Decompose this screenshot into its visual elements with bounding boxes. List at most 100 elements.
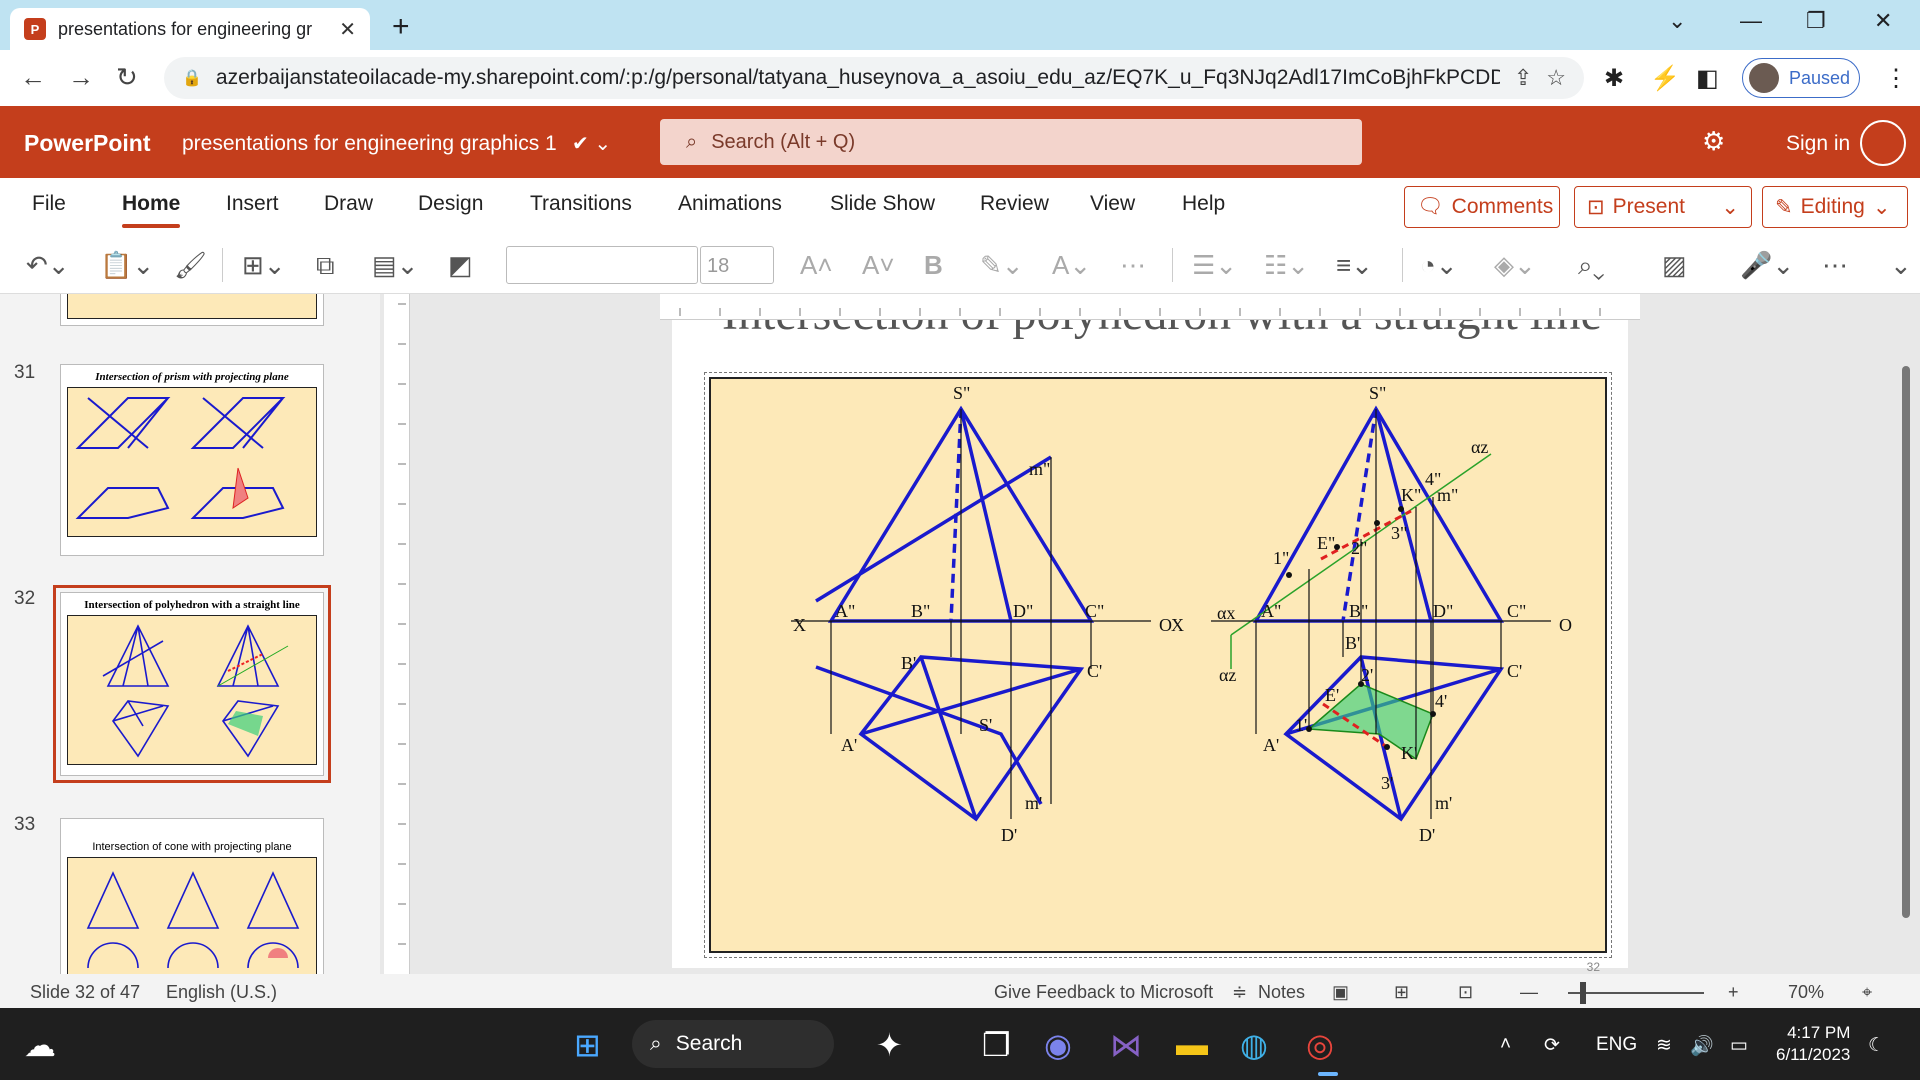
tab-animations[interactable]: Animations [678, 192, 782, 215]
forward-icon[interactable]: → [68, 62, 94, 92]
increase-font-icon[interactable]: A˄ [800, 250, 833, 280]
layout-icon[interactable]: ▤⌄ [372, 250, 419, 280]
share-icon[interactable]: ⇪ [1513, 65, 1533, 90]
edge-icon[interactable]: ◍ [1240, 1027, 1268, 1063]
side-panel-icon[interactable]: ◧ [1696, 65, 1719, 92]
back-icon[interactable]: ← [20, 62, 46, 92]
sync-icon[interactable]: ⟳ [1544, 1035, 1560, 1056]
weather-icon[interactable]: ☁ [24, 1027, 56, 1063]
volume-icon[interactable]: 🔊 [1690, 1036, 1714, 1057]
thumbnail-33[interactable]: Intersection of cone with projecting pla… [60, 818, 324, 974]
find-icon[interactable]: ⌕⌄ [1578, 250, 1605, 280]
drawing-placeholder[interactable]: S" S" m" m" X O X O A" B" D" C" A" B" D"… [704, 372, 1612, 958]
tab-view[interactable]: View [1090, 192, 1136, 215]
more-font-icon[interactable]: ⋯ [1120, 250, 1146, 280]
windows-start-icon[interactable]: ⊞ [574, 1027, 601, 1063]
slide-sorter-icon[interactable]: ⊞ [1394, 982, 1410, 1002]
language-indicator[interactable]: English (U.S.) [166, 982, 278, 1002]
font-size-select[interactable]: 18 [700, 246, 774, 284]
fit-to-window-icon[interactable]: ⌖ [1862, 982, 1873, 1002]
url-text[interactable]: azerbaijanstateoilacade-my.sharepoint.co… [215, 66, 1500, 89]
editing-mode-button[interactable]: ✎ Editing ⌄ [1762, 186, 1908, 228]
notifications-icon[interactable]: ☾ [1868, 1035, 1886, 1056]
designer-icon[interactable]: ▨ [1662, 250, 1687, 280]
expand-ribbon-icon[interactable]: ⌄ [1890, 250, 1912, 280]
reuse-slides-icon[interactable]: ⧉ [316, 250, 335, 280]
tab-help[interactable]: Help [1182, 192, 1226, 215]
url-omnibox[interactable]: 🔒 azerbaijanstateoilacade-my.sharepoint.… [164, 57, 1584, 99]
background-icon[interactable]: ◩ [448, 250, 473, 280]
slide-canvas[interactable]: Intersection of polyhedron with a straig… [672, 320, 1628, 974]
app-name[interactable]: PowerPoint [24, 130, 151, 156]
system-clock[interactable]: 4:17 PM 6/11/2023 [1776, 1022, 1850, 1066]
account-avatar-icon[interactable] [1860, 120, 1906, 166]
bold-icon[interactable]: B [924, 250, 943, 280]
decrease-font-icon[interactable]: A˅ [862, 250, 895, 280]
chevron-down-icon[interactable]: ⌄ [1721, 195, 1739, 219]
tab-file[interactable]: File [32, 192, 66, 215]
undo-icon[interactable]: ↶⌄ [26, 250, 70, 280]
slide-title[interactable]: Intersection of polyhedron with a straig… [722, 320, 1602, 341]
normal-view-icon[interactable]: ▣ [1332, 982, 1350, 1002]
technical-drawing[interactable]: S" S" m" m" X O X O A" B" D" C" A" B" D"… [709, 377, 1607, 953]
chrome-icon[interactable]: ◎ [1306, 1027, 1334, 1063]
visual-studio-icon[interactable]: ⋈ [1110, 1027, 1142, 1063]
shapes-icon[interactable]: ◔⌄ [1420, 250, 1458, 280]
tab-home[interactable]: Home [122, 192, 181, 228]
tab-insert[interactable]: Insert [226, 192, 279, 215]
paste-icon[interactable]: 📋⌄ [100, 250, 155, 280]
notes-icon[interactable]: ≑ [1232, 982, 1248, 1002]
feedback-link[interactable]: Give Feedback to Microsoft [994, 982, 1214, 1002]
ppt-search-input[interactable]: ⌕ Search (Alt + Q) [660, 119, 1362, 165]
copilot-icon[interactable]: ✦ [876, 1027, 903, 1063]
battery-icon[interactable]: ▭ [1730, 1035, 1748, 1056]
tab-slide-show[interactable]: Slide Show [830, 192, 936, 215]
highlight-icon[interactable]: ✎⌄ [980, 250, 1024, 280]
zoom-out-icon[interactable]: — [1520, 982, 1538, 1002]
teams-icon[interactable]: ◉ [1044, 1027, 1072, 1063]
close-tab-icon[interactable]: ✕ [339, 18, 356, 41]
performance-icon[interactable]: ⚡ [1650, 65, 1680, 92]
tab-transitions[interactable]: Transitions [530, 192, 632, 215]
new-slide-icon[interactable]: ⊞⌄ [242, 250, 286, 280]
restore-icon[interactable]: ❐ [1806, 8, 1826, 33]
comments-button[interactable]: 🗨 Comments [1404, 186, 1560, 228]
file-explorer-icon[interactable]: ▬ [1176, 1026, 1208, 1062]
minimize-icon[interactable]: — [1740, 8, 1762, 33]
input-language[interactable]: ENG [1596, 1034, 1638, 1055]
more-options-icon[interactable]: ⋯ [1822, 250, 1848, 280]
align-icon[interactable]: ≡⌄ [1336, 250, 1373, 280]
shape-fill-icon[interactable]: ◈⌄ [1494, 250, 1536, 280]
browser-tab[interactable]: P presentations for engineering gr ✕ [10, 8, 370, 50]
editor-scrollbar[interactable] [1902, 366, 1910, 918]
bookmark-star-icon[interactable]: ☆ [1546, 65, 1566, 90]
tab-design[interactable]: Design [418, 192, 484, 215]
thumbnail-31[interactable]: Intersection of prism with projecting pl… [60, 364, 324, 556]
close-window-icon[interactable]: ✕ [1874, 8, 1893, 33]
thumbnail-30[interactable] [60, 294, 324, 326]
font-color-icon[interactable]: A⌄ [1052, 250, 1092, 280]
zoom-in-icon[interactable]: + [1728, 982, 1739, 1002]
saved-status-icon[interactable]: ✔ ⌄ [572, 133, 612, 155]
extensions-puzzle-icon[interactable]: ✱ [1604, 65, 1625, 92]
present-button[interactable]: ⊡ Present ⌄ [1574, 186, 1752, 228]
sign-in-link[interactable]: Sign in [1786, 132, 1851, 155]
notes-button[interactable]: Notes [1258, 982, 1306, 1002]
tab-review[interactable]: Review [980, 192, 1049, 215]
zoom-slider[interactable] [1568, 992, 1704, 994]
tab-search-chevron-icon[interactable]: ⌄ [1668, 8, 1687, 33]
tray-chevron-icon[interactable]: ˄ [1500, 1034, 1512, 1055]
taskbar-search[interactable]: ⌕ Search [632, 1020, 834, 1068]
dictate-icon[interactable]: 🎤⌄ [1740, 250, 1795, 280]
zoom-slider-thumb[interactable] [1580, 982, 1586, 1004]
bullets-icon[interactable]: ☰⌄ [1192, 250, 1238, 280]
tab-draw[interactable]: Draw [324, 192, 374, 215]
format-painter-icon[interactable]: 🖌 [174, 250, 208, 280]
thumbnail-32[interactable]: Intersection of polyhedron with a straig… [53, 585, 331, 783]
wifi-icon[interactable]: ≋ [1656, 1035, 1672, 1056]
task-view-icon[interactable]: ❐ [982, 1027, 1011, 1063]
font-name-select[interactable] [506, 246, 698, 284]
new-tab-icon[interactable]: + [392, 10, 410, 43]
reload-icon[interactable]: ↻ [116, 62, 138, 92]
settings-gear-icon[interactable]: ⚙ [1702, 126, 1726, 156]
